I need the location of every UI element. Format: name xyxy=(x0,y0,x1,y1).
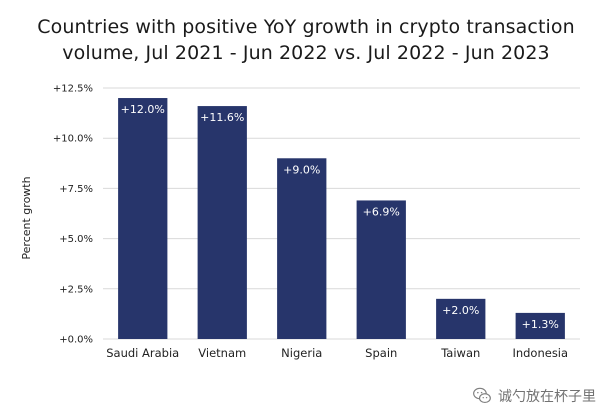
watermark-text: 诚勺放在杯子里 xyxy=(498,389,596,405)
y-tick-label: +5.0% xyxy=(59,234,93,245)
y-tick-label: +7.5% xyxy=(59,184,93,195)
x-category-label: Vietnam xyxy=(198,346,246,360)
bar-indonesia xyxy=(515,312,565,339)
y-tick-labels: +0.0% +2.5% +5.0% +7.5% +10.0% +12.5% xyxy=(53,84,93,346)
x-category-label: Saudi Arabia xyxy=(106,346,179,360)
data-label: +9.0% xyxy=(283,163,320,176)
data-label: +1.3% xyxy=(522,318,559,331)
x-category-label: Taiwan xyxy=(440,346,480,360)
x-category-labels: Saudi Arabia Vietnam Nigeria Spain Taiwan Ind… xyxy=(106,346,568,360)
data-label: +2.0% xyxy=(442,304,479,317)
data-label: +12.0% xyxy=(121,103,165,116)
x-category-label: Spain xyxy=(365,346,397,360)
y-tick-label: +2.5% xyxy=(59,284,93,295)
bar-nigeria xyxy=(277,158,327,339)
wechat-icon xyxy=(473,387,491,403)
data-label: +6.9% xyxy=(363,205,400,218)
x-category-label: Nigeria xyxy=(281,346,322,360)
gridlines xyxy=(103,87,580,340)
data-labels: +12.0% +11.6% +9.0% +6.9% +2.0% +1.3% xyxy=(121,103,559,331)
bar-taiwan xyxy=(436,298,486,339)
chart-title-line-2: volume, Jul 2021 - Jun 2022 vs. Jul 2022… xyxy=(62,42,550,64)
data-label: +11.6% xyxy=(200,111,244,124)
x-category-label: Indonesia xyxy=(512,346,568,360)
chart-title: Countries with positive YoY growth in cr… xyxy=(0,14,612,66)
bar-saudi-arabia xyxy=(118,98,168,339)
y-tick-label: +12.5% xyxy=(53,84,93,95)
watermark: 诚勺放在杯子里 xyxy=(472,386,596,406)
bar-spain xyxy=(356,200,406,339)
chart-title-line-1: Countries with positive YoY growth in cr… xyxy=(37,16,575,38)
y-tick-label: +0.0% xyxy=(59,335,93,346)
bars xyxy=(118,98,565,340)
y-tick-label: +10.0% xyxy=(53,134,93,145)
y-axis-title: Percent growth xyxy=(20,176,33,259)
bar-vietnam xyxy=(197,106,247,340)
